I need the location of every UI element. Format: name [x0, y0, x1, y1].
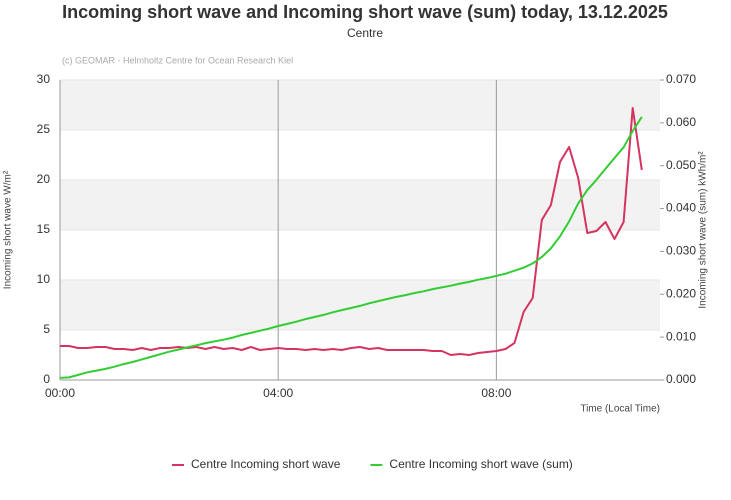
y-tick-label: 30 — [37, 72, 51, 86]
y-tick-label: 25 — [37, 122, 51, 136]
grid-band — [60, 80, 660, 130]
y2-axis-title: Incoming short wave (sum) kWh/m² — [698, 151, 709, 309]
x-tick-label: 04:00 — [263, 386, 293, 400]
y-tick-label: 0 — [43, 372, 50, 386]
y2-tick-label: 0.030 — [666, 244, 696, 258]
y-tick-label: 5 — [43, 322, 50, 336]
y2-tick-label: 0.010 — [666, 329, 696, 343]
y2-tick-label: 0.060 — [666, 115, 696, 129]
x-axis-title: Time (Local Time) — [580, 404, 660, 415]
copyright: (c) GEOMAR - Helmholtz Centre for Ocean … — [62, 55, 293, 65]
grid-band — [60, 330, 660, 380]
legend-label: Centre Incoming short wave — [191, 457, 341, 471]
chart-title: Incoming short wave and Incoming short w… — [62, 2, 668, 22]
y2-tick-label: 0.070 — [666, 72, 696, 86]
grid-band — [60, 130, 660, 180]
y-tick-label: 15 — [37, 222, 51, 236]
grid-band — [60, 180, 660, 230]
y2-tick-label: 0.050 — [666, 158, 696, 172]
chart-subtitle: Centre — [347, 26, 383, 40]
y2-tick-label: 0.040 — [666, 201, 696, 215]
y-axis-title: Incoming short wave W/m² — [3, 170, 14, 289]
y-tick-label: 10 — [37, 272, 51, 286]
x-tick-label: 08:00 — [481, 386, 511, 400]
series-line — [60, 107, 643, 356]
grid-band — [60, 230, 660, 280]
series-line — [59, 116, 643, 379]
y2-tick-label: 0.020 — [666, 286, 696, 300]
y-tick-label: 20 — [37, 172, 51, 186]
x-tick-label: 00:00 — [45, 386, 75, 400]
y2-tick-label: 0.000 — [666, 372, 696, 386]
legend-label: Centre Incoming short wave (sum) — [389, 457, 572, 471]
